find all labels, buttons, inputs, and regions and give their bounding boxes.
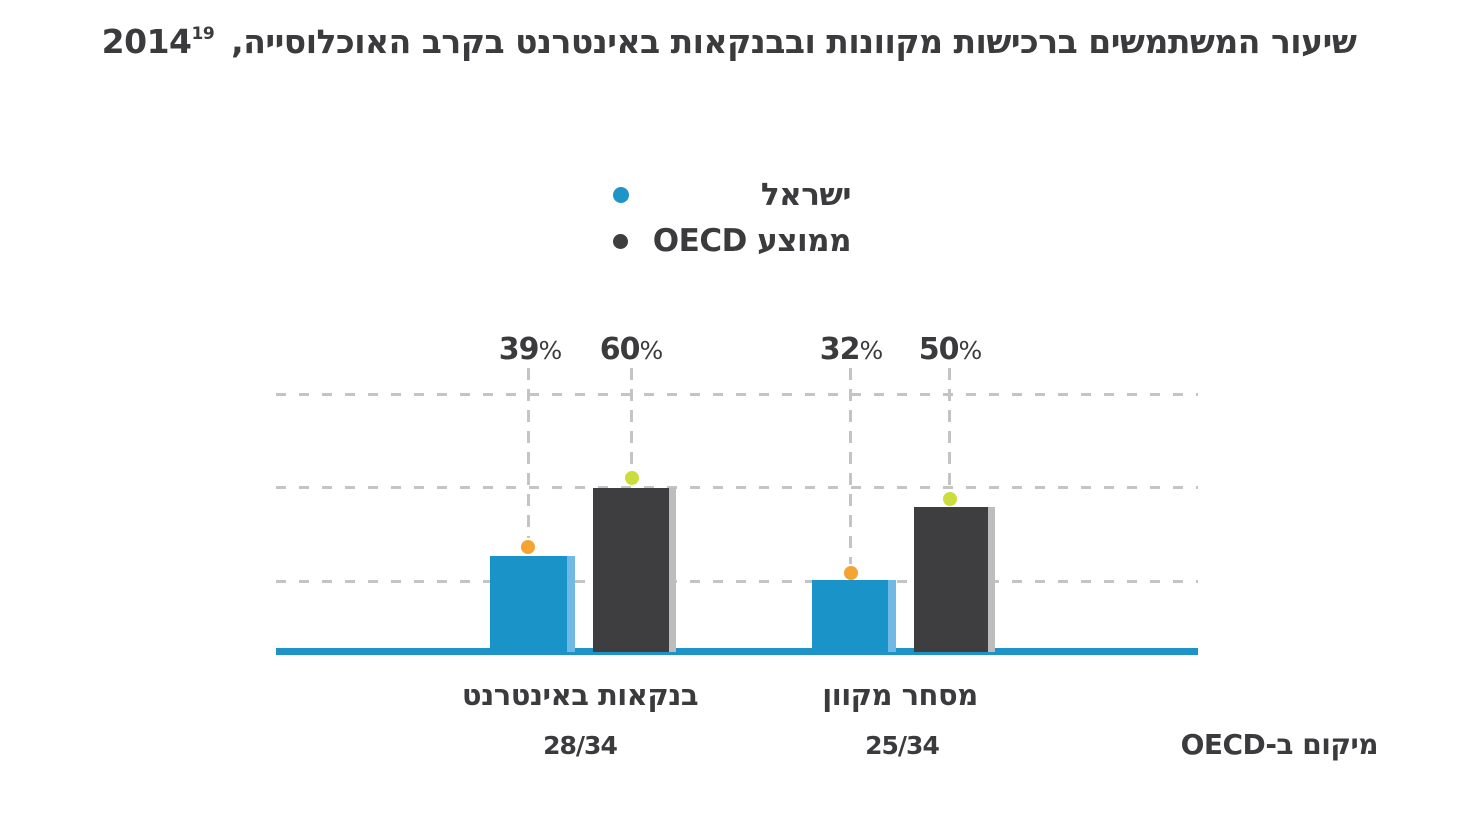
legend: ישראל ממוצע OECD [613, 172, 852, 264]
rank-label-banking: 28/34 [543, 731, 618, 760]
percent-sign: % [859, 336, 883, 365]
legend-item-israel: ישראל [613, 172, 852, 218]
leader-line-oecd-banking [630, 368, 633, 469]
value-label-israel-banking: 39% [460, 332, 600, 367]
gridline [276, 580, 1198, 583]
legend-label-oecd: ממוצע OECD [652, 223, 852, 259]
oecd-legend-dot-icon [613, 233, 628, 249]
gridline [276, 486, 1198, 489]
x-axis-baseline [276, 648, 1198, 655]
bar-israel-commerce [812, 580, 888, 652]
chart-title: שיעור המשתמשים ברכישות מקוונות ובבנקאות … [0, 22, 1458, 61]
gridline [276, 393, 1198, 396]
legend-item-oecd: ממוצע OECD [613, 218, 852, 264]
value-number: 32 [819, 332, 861, 367]
percent-sign: % [958, 336, 982, 365]
legend-label-israel: ישראל [760, 177, 852, 213]
value-label-israel-commerce: 32% [781, 332, 921, 367]
bar-israel-banking [490, 556, 567, 652]
bar-oecd-banking [593, 488, 669, 652]
leader-line-israel-commerce [849, 368, 852, 564]
category-label-commerce: מסחר מקוון [822, 678, 978, 712]
israel-legend-dot-icon [613, 187, 629, 203]
chart-title-text: שיעור המשתמשים ברכישות מקוונות ובבנקאות … [101, 22, 1357, 61]
value-label-oecd-banking: 60% [561, 332, 701, 367]
category-label-banking: בנקאות באינטרנט [461, 678, 699, 712]
oecd-marker-dot-icon [625, 471, 639, 485]
israel-marker-dot-icon [521, 540, 535, 554]
footnote-reference: 19 [191, 24, 215, 44]
rank-axis-caption: מיקום ב-OECD [1180, 728, 1379, 761]
leader-line-israel-banking [527, 368, 530, 538]
israel-marker-dot-icon [844, 566, 858, 580]
oecd-marker-dot-icon [943, 492, 957, 506]
value-number: 60 [599, 332, 641, 367]
value-label-oecd-commerce: 50% [880, 332, 1020, 367]
value-number: 39 [498, 332, 540, 367]
percent-sign: % [538, 336, 562, 365]
rank-label-commerce: 25/34 [865, 731, 940, 760]
leader-line-oecd-commerce [948, 368, 951, 490]
percent-sign: % [639, 336, 663, 365]
bar-oecd-commerce [914, 507, 988, 652]
value-number: 50 [918, 332, 960, 367]
